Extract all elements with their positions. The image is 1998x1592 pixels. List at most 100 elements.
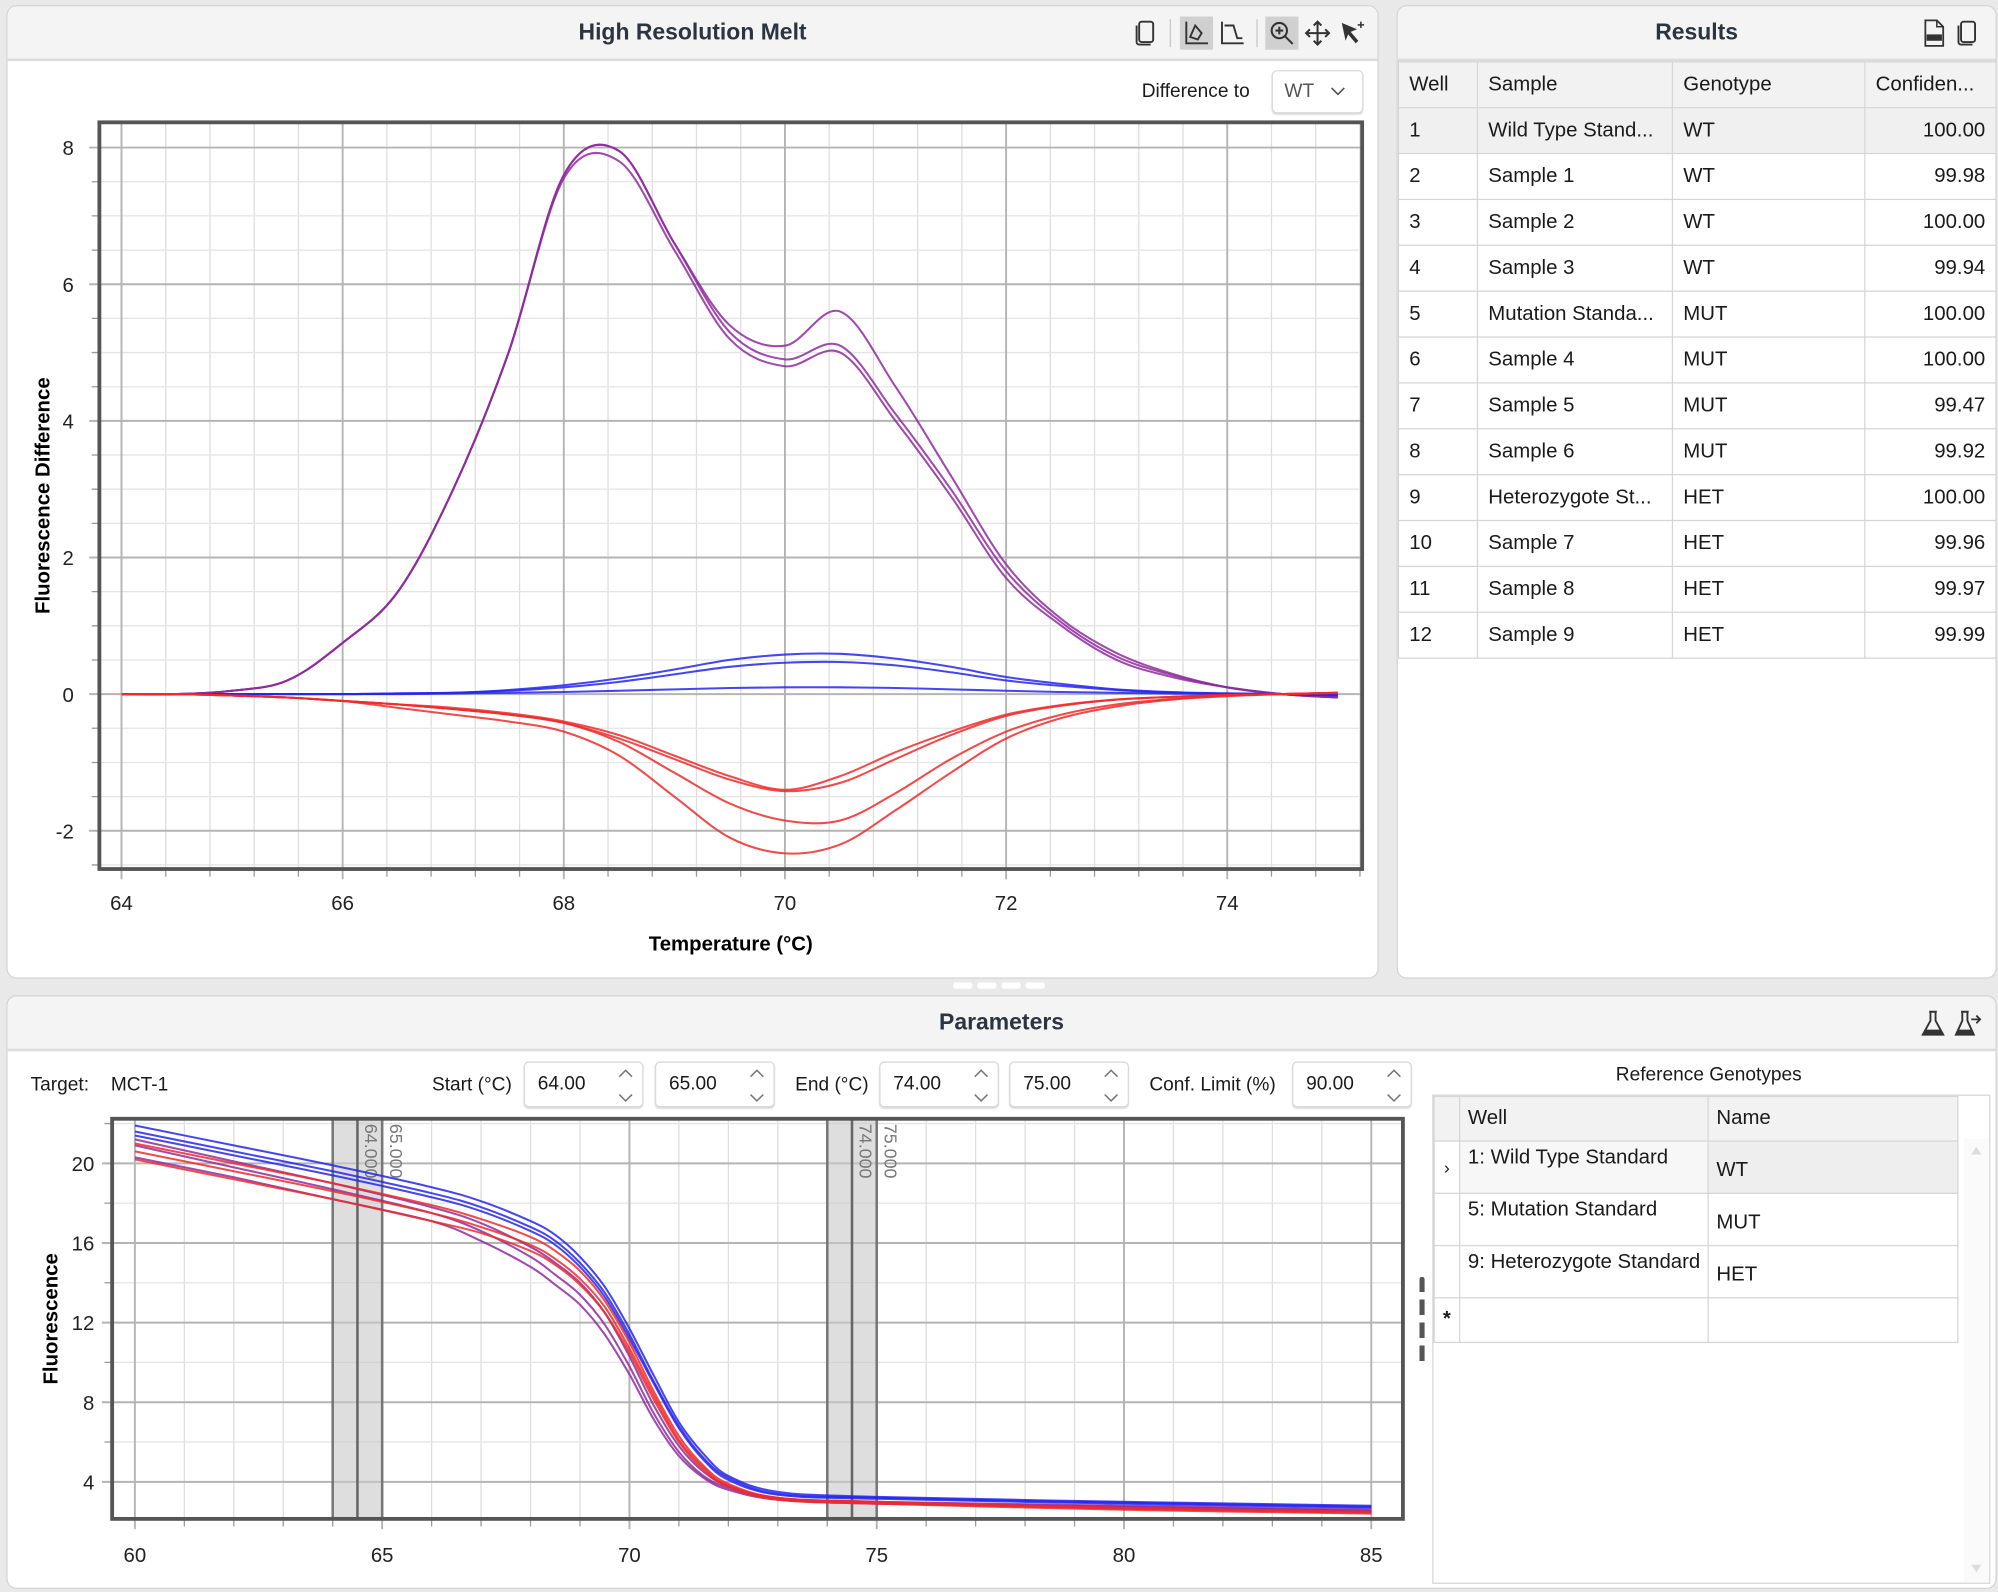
- table-row[interactable]: 4 Sample 3 WT 99.94: [1397, 244, 1996, 292]
- cell-confidence: 99.47: [1864, 382, 1996, 430]
- conf-limit-stepper[interactable]: 90.00: [1292, 1061, 1412, 1108]
- target-label: Target:: [30, 1074, 90, 1096]
- reference-genotypes-title: Reference Genotypes: [1615, 1063, 1802, 1086]
- table-row[interactable]: 5 Mutation Standa... MUT 100.00: [1397, 290, 1996, 338]
- cell-well: 6: [1397, 336, 1479, 384]
- reference-row[interactable]: › 1: Wild Type Standard WT: [1433, 1140, 1959, 1194]
- cell-sample: Sample 6: [1476, 428, 1674, 476]
- difference-to-dropdown[interactable]: WT: [1271, 70, 1364, 114]
- reference-row[interactable]: 9: Heterozygote Standard HET: [1433, 1244, 1959, 1299]
- table-row[interactable]: 8 Sample 6 MUT 99.92: [1397, 428, 1996, 476]
- spinner-icon[interactable]: [617, 1068, 635, 1104]
- cell-genotype: MUT: [1671, 428, 1866, 476]
- scroll-up-icon[interactable]: [1964, 1139, 1989, 1159]
- flask-icon[interactable]: [1916, 1007, 1949, 1040]
- column-header-confidence[interactable]: Confiden...: [1864, 61, 1996, 109]
- select-icon[interactable]: [1335, 17, 1368, 50]
- spinner-icon[interactable]: [748, 1068, 766, 1104]
- start-low-value: 64.00: [537, 1072, 586, 1095]
- baseline-icon[interactable]: [1216, 17, 1249, 50]
- x-tick-label: 75: [865, 1545, 888, 1567]
- reference-row[interactable]: 5: Mutation Standard MUT: [1433, 1192, 1959, 1247]
- cell-confidence: 100.00: [1864, 336, 1996, 384]
- cell-sample: Sample 5: [1476, 382, 1674, 430]
- table-row[interactable]: 6 Sample 4 MUT 100.00: [1397, 336, 1996, 384]
- series-line-blue: [134, 1124, 1372, 1507]
- column-header-genotype[interactable]: Genotype: [1671, 61, 1866, 109]
- plot-frame: [97, 120, 1365, 871]
- start-high-stepper[interactable]: 65.00: [654, 1061, 775, 1108]
- table-row[interactable]: 3 Sample 2 WT 100.00: [1397, 198, 1996, 246]
- y-tick-label: 4: [83, 1473, 94, 1495]
- spinner-icon[interactable]: [1385, 1068, 1403, 1104]
- table-row[interactable]: 9 Heterozygote St... HET 100.00: [1397, 474, 1996, 522]
- column-header-sample[interactable]: Sample: [1476, 61, 1674, 109]
- splitter-handle[interactable]: [953, 982, 1045, 989]
- cell-name[interactable]: HET: [1707, 1244, 1959, 1299]
- start-label: Start (°C): [431, 1074, 512, 1096]
- cell-well[interactable]: [1458, 1297, 1709, 1344]
- x-tick-label: 74: [1216, 893, 1239, 915]
- y-axis-label: Fluorescence Difference: [33, 377, 55, 614]
- melt-panel-title: High Resolution Melt: [578, 19, 807, 45]
- end-low-value: 74.00: [893, 1072, 942, 1095]
- start-low-stepper[interactable]: 64.00: [523, 1061, 644, 1108]
- scroll-down-icon[interactable]: [1964, 1560, 1989, 1580]
- zoom-icon[interactable]: [1265, 16, 1299, 50]
- column-header-well[interactable]: Well: [1458, 1095, 1709, 1142]
- new-row[interactable]: *: [1433, 1297, 1959, 1344]
- results-header: Results: [1397, 6, 1996, 62]
- table-row[interactable]: 2 Sample 1 WT 99.98: [1397, 152, 1996, 201]
- table-row[interactable]: 7 Sample 5 MUT 99.47: [1397, 382, 1996, 430]
- pan-icon[interactable]: [1301, 17, 1334, 50]
- spinner-icon[interactable]: [1102, 1068, 1120, 1104]
- auto-scale-icon[interactable]: [1179, 16, 1214, 50]
- table-row[interactable]: 11 Sample 8 HET 99.97: [1397, 565, 1996, 613]
- table-row[interactable]: 12 Sample 9 HET 99.99: [1397, 611, 1996, 659]
- scrollbar[interactable]: [1963, 1139, 1990, 1583]
- cell-well: 9: [1397, 474, 1479, 522]
- vertical-splitter-handle[interactable]: [1419, 1276, 1425, 1366]
- cell-sample: Sample 8: [1476, 565, 1674, 613]
- y-tick-label: 8: [63, 138, 74, 160]
- series-line-red: [121, 691, 1338, 791]
- parameters-header: Parameters: [7, 996, 1996, 1052]
- export-csv-icon[interactable]: [1918, 17, 1951, 50]
- spinner-icon[interactable]: [972, 1068, 990, 1104]
- cell-name[interactable]: WT: [1707, 1140, 1959, 1194]
- y-tick-label: 0: [63, 685, 74, 707]
- cell-confidence: 100.00: [1864, 474, 1996, 522]
- cell-name[interactable]: [1707, 1297, 1959, 1344]
- end-high-stepper[interactable]: 75.00: [1009, 1061, 1129, 1108]
- cell-genotype: HET: [1671, 565, 1866, 613]
- cell-well[interactable]: 5: Mutation Standard: [1458, 1192, 1709, 1247]
- column-header-well[interactable]: Well: [1397, 61, 1479, 109]
- end-low-stepper[interactable]: 74.00: [879, 1061, 999, 1108]
- cell-genotype: WT: [1671, 152, 1866, 201]
- column-header-name[interactable]: Name: [1707, 1095, 1959, 1142]
- table-row[interactable]: 1 Wild Type Stand... WT 100.00: [1397, 107, 1996, 155]
- cell-confidence: 99.97: [1864, 565, 1996, 613]
- cell-well[interactable]: 1: Wild Type Standard: [1458, 1140, 1709, 1194]
- y-tick-label: 12: [72, 1313, 95, 1335]
- copy-icon[interactable]: [1951, 17, 1984, 50]
- cell-name[interactable]: MUT: [1707, 1192, 1959, 1247]
- target-value: MCT-1: [110, 1074, 169, 1096]
- y-tick-label: 20: [72, 1154, 95, 1176]
- conf-limit-label: Conf. Limit (%): [1149, 1074, 1276, 1096]
- cell-well: 4: [1397, 244, 1479, 292]
- cell-well[interactable]: 9: Heterozygote Standard: [1458, 1244, 1709, 1299]
- results-panel: Results Well Sample Genotype Confiden...…: [1396, 5, 1997, 979]
- start-high-value: 65.00: [668, 1072, 717, 1095]
- table-row[interactable]: 10 Sample 7 HET 99.96: [1397, 519, 1996, 568]
- flask-export-icon[interactable]: [1951, 1007, 1984, 1040]
- conf-limit-value: 90.00: [1306, 1072, 1354, 1095]
- copy-icon[interactable]: [1129, 17, 1162, 50]
- melt-panel-header: High Resolution Melt: [7, 6, 1378, 62]
- cell-genotype: MUT: [1671, 290, 1866, 338]
- end-high-value: 75.00: [1023, 1072, 1072, 1095]
- series-line-purple: [134, 1138, 1372, 1511]
- region-label: 75.000: [880, 1124, 900, 1179]
